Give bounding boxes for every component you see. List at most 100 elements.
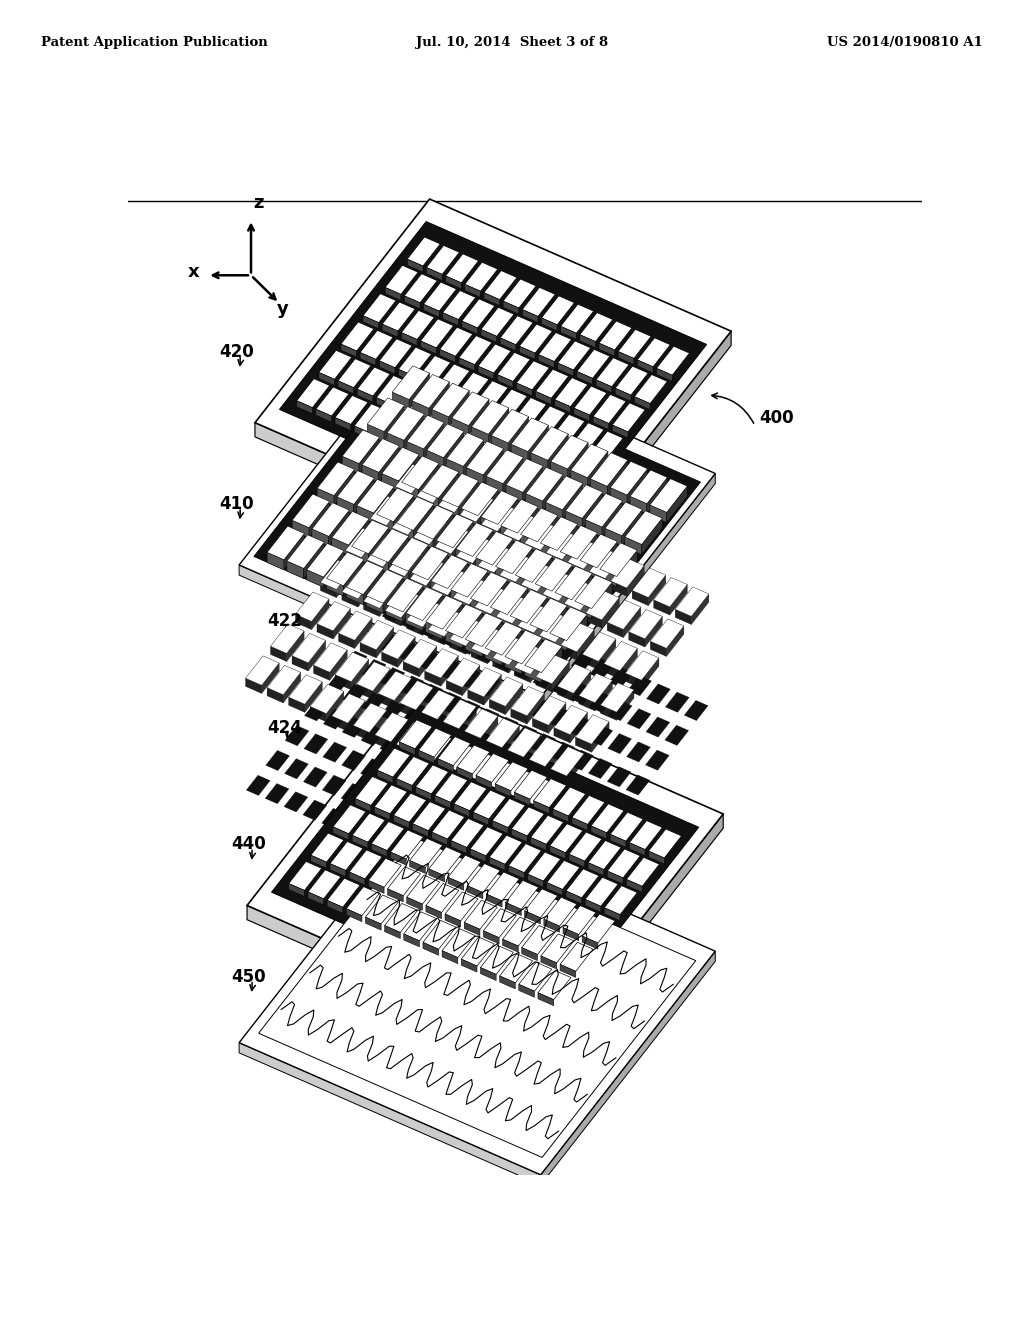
Polygon shape xyxy=(583,936,598,949)
Text: US 2014/0190810 A1: US 2014/0190810 A1 xyxy=(827,36,983,49)
Polygon shape xyxy=(500,315,534,345)
Polygon shape xyxy=(451,841,467,854)
Polygon shape xyxy=(546,503,562,520)
Polygon shape xyxy=(502,726,519,756)
Polygon shape xyxy=(418,754,434,770)
Polygon shape xyxy=(469,582,486,612)
Polygon shape xyxy=(499,767,516,797)
Polygon shape xyxy=(482,620,503,657)
Polygon shape xyxy=(538,569,555,599)
Polygon shape xyxy=(505,656,522,675)
Polygon shape xyxy=(439,593,463,614)
Polygon shape xyxy=(369,880,384,894)
Polygon shape xyxy=(425,671,440,686)
Polygon shape xyxy=(308,870,341,899)
Polygon shape xyxy=(315,409,332,422)
Polygon shape xyxy=(407,898,423,911)
Polygon shape xyxy=(514,645,548,675)
Polygon shape xyxy=(442,722,459,737)
Polygon shape xyxy=(567,849,592,870)
Polygon shape xyxy=(612,425,628,438)
Polygon shape xyxy=(675,610,691,624)
Polygon shape xyxy=(462,321,477,334)
Polygon shape xyxy=(384,405,404,442)
Polygon shape xyxy=(414,504,434,540)
Polygon shape xyxy=(586,520,602,537)
Polygon shape xyxy=(382,652,397,668)
Polygon shape xyxy=(570,717,594,738)
Polygon shape xyxy=(570,470,588,488)
Polygon shape xyxy=(418,731,452,760)
Polygon shape xyxy=(359,792,384,812)
Polygon shape xyxy=(456,748,473,779)
Text: FIG. 4: FIG. 4 xyxy=(493,1127,557,1146)
Polygon shape xyxy=(385,265,418,294)
Polygon shape xyxy=(577,630,594,660)
Text: x: x xyxy=(187,263,199,281)
Polygon shape xyxy=(616,550,637,586)
Polygon shape xyxy=(574,601,592,619)
Polygon shape xyxy=(289,675,323,704)
Polygon shape xyxy=(419,729,452,758)
Polygon shape xyxy=(436,792,460,812)
Polygon shape xyxy=(532,556,553,593)
Polygon shape xyxy=(560,304,594,333)
Polygon shape xyxy=(414,515,446,544)
Polygon shape xyxy=(504,770,538,799)
Text: 424: 424 xyxy=(267,718,302,737)
Polygon shape xyxy=(626,651,659,680)
Polygon shape xyxy=(634,375,668,404)
Polygon shape xyxy=(516,383,532,396)
Polygon shape xyxy=(487,579,508,616)
Polygon shape xyxy=(477,610,501,630)
Polygon shape xyxy=(512,601,529,632)
Polygon shape xyxy=(608,701,632,721)
Polygon shape xyxy=(600,682,634,713)
Polygon shape xyxy=(368,397,404,432)
Polygon shape xyxy=(543,572,577,601)
Polygon shape xyxy=(500,576,516,590)
Polygon shape xyxy=(484,675,502,705)
Polygon shape xyxy=(489,858,505,870)
Polygon shape xyxy=(531,734,556,754)
Polygon shape xyxy=(429,381,450,418)
Polygon shape xyxy=(475,709,499,729)
Polygon shape xyxy=(511,434,544,463)
Polygon shape xyxy=(456,734,479,754)
Polygon shape xyxy=(473,791,506,820)
Polygon shape xyxy=(500,975,515,989)
Polygon shape xyxy=(493,657,509,673)
Polygon shape xyxy=(515,549,553,582)
Polygon shape xyxy=(416,688,433,718)
Polygon shape xyxy=(455,833,478,853)
Polygon shape xyxy=(539,355,554,368)
Polygon shape xyxy=(513,725,537,746)
Polygon shape xyxy=(624,607,641,638)
Polygon shape xyxy=(642,519,663,554)
Polygon shape xyxy=(391,719,409,750)
Polygon shape xyxy=(392,421,426,450)
Polygon shape xyxy=(297,401,312,413)
Polygon shape xyxy=(517,603,551,634)
Polygon shape xyxy=(403,661,419,677)
Polygon shape xyxy=(610,558,644,587)
Polygon shape xyxy=(401,595,419,626)
Polygon shape xyxy=(376,375,410,404)
Polygon shape xyxy=(426,595,463,630)
Polygon shape xyxy=(509,643,526,673)
Polygon shape xyxy=(346,587,364,605)
Polygon shape xyxy=(371,496,403,525)
Polygon shape xyxy=(392,506,425,535)
Polygon shape xyxy=(667,626,684,656)
Polygon shape xyxy=(303,800,327,820)
Polygon shape xyxy=(453,432,469,445)
Polygon shape xyxy=(433,480,451,511)
Polygon shape xyxy=(419,463,439,500)
Polygon shape xyxy=(527,693,545,723)
Polygon shape xyxy=(410,557,443,586)
Polygon shape xyxy=(372,529,409,562)
Polygon shape xyxy=(383,545,400,576)
Polygon shape xyxy=(270,624,304,653)
Polygon shape xyxy=(610,487,627,506)
Polygon shape xyxy=(503,301,519,314)
